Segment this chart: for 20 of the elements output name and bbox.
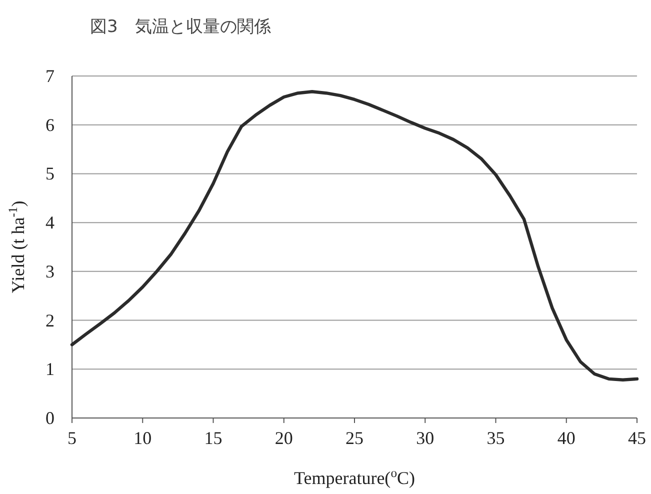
x-tick-label: 20 <box>274 428 293 448</box>
x-tick-label: 35 <box>486 428 505 448</box>
x-tick-label: 45 <box>628 428 646 448</box>
x-tick-label: 40 <box>557 428 576 448</box>
chart-title: 図3 気温と収量の関係 <box>90 17 271 37</box>
y-tick-label: 3 <box>46 261 54 282</box>
x-tick-label: 10 <box>134 428 152 448</box>
y-tick-label: 7 <box>46 66 54 86</box>
y-tick-label: 0 <box>46 408 54 428</box>
x-tick-label: 15 <box>204 428 222 448</box>
x-tick-label: 5 <box>68 428 76 448</box>
y-tick-label: 1 <box>46 359 54 380</box>
y-tick-label: 5 <box>46 164 54 184</box>
y-tick-label: 2 <box>46 310 54 330</box>
line-series <box>70 90 639 382</box>
y-tick-label: 6 <box>46 114 54 135</box>
x-tick-label: 25 <box>346 428 364 448</box>
x-axis-title: Temperature($^{o}$C) <box>294 466 415 488</box>
y-tick-label: 4 <box>46 212 54 233</box>
x-tick-label: 30 <box>416 428 434 448</box>
